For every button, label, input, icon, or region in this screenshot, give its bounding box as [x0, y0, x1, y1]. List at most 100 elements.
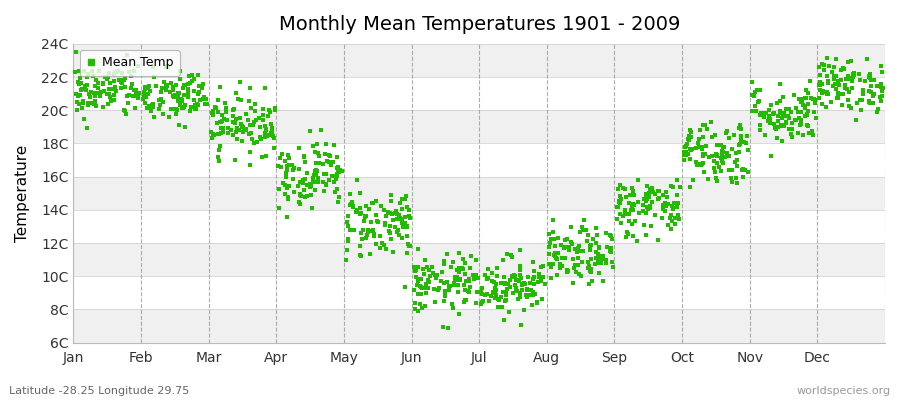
Point	[813, 79, 827, 85]
Point	[393, 214, 408, 221]
Point	[318, 188, 332, 194]
Point	[235, 122, 249, 129]
Point	[419, 285, 434, 292]
Point	[820, 91, 834, 97]
Point	[410, 282, 424, 288]
Point	[408, 268, 422, 274]
Point	[163, 89, 177, 96]
Point	[93, 93, 107, 99]
Point	[585, 278, 599, 284]
Point	[679, 142, 693, 149]
Point	[652, 194, 666, 201]
Point	[714, 168, 728, 174]
Point	[308, 186, 322, 193]
Point	[398, 220, 412, 226]
Point	[185, 78, 200, 84]
Point	[189, 105, 203, 112]
Point	[735, 166, 750, 172]
Point	[411, 278, 426, 284]
Point	[296, 153, 310, 159]
Point	[622, 200, 636, 206]
Point	[640, 196, 654, 202]
Point	[804, 94, 818, 101]
Point	[248, 101, 262, 107]
Point	[626, 202, 641, 208]
Point	[114, 85, 129, 92]
Point	[696, 159, 710, 166]
Point	[293, 191, 308, 197]
Point	[714, 155, 728, 161]
Point	[799, 87, 814, 93]
Point	[526, 259, 541, 266]
Point	[156, 111, 170, 118]
Point	[575, 259, 590, 265]
Point	[558, 243, 572, 250]
Point	[279, 170, 293, 176]
Point	[684, 129, 698, 136]
Point	[809, 115, 824, 122]
Point	[154, 85, 168, 91]
Point	[233, 115, 248, 121]
Point	[331, 167, 346, 173]
Point	[546, 252, 561, 258]
Point	[748, 103, 762, 109]
Point	[798, 105, 813, 111]
Point	[452, 250, 466, 256]
Point	[780, 113, 795, 119]
Point	[187, 88, 202, 94]
Point	[555, 262, 570, 269]
Point	[526, 274, 541, 281]
Point	[176, 97, 190, 103]
Point	[196, 96, 211, 102]
Point	[683, 127, 698, 133]
Point	[330, 198, 345, 205]
Point	[475, 291, 490, 298]
Point	[546, 235, 561, 242]
Point	[657, 207, 671, 214]
Point	[149, 83, 164, 89]
Point	[73, 92, 87, 98]
Point	[497, 274, 511, 280]
Point	[640, 204, 654, 210]
Point	[536, 263, 550, 269]
Point	[446, 282, 461, 288]
Point	[550, 256, 564, 263]
Point	[685, 146, 699, 153]
Point	[166, 84, 180, 90]
Point	[400, 233, 414, 239]
Point	[850, 99, 865, 106]
Point	[619, 229, 634, 235]
Point	[652, 188, 667, 195]
Point	[359, 212, 374, 219]
Point	[414, 284, 428, 291]
Point	[402, 206, 417, 213]
Point	[266, 132, 280, 139]
Point	[370, 218, 384, 224]
Point	[658, 189, 672, 195]
Point	[642, 193, 656, 200]
Point	[613, 199, 627, 206]
Point	[864, 76, 878, 83]
Point	[265, 125, 279, 131]
Point	[542, 230, 556, 237]
Point	[824, 99, 839, 105]
Point	[395, 217, 410, 223]
Point	[138, 100, 152, 106]
Point	[704, 119, 718, 126]
Point	[716, 158, 730, 164]
Point	[69, 107, 84, 114]
Point	[730, 163, 744, 169]
Point	[100, 76, 114, 83]
Point	[502, 284, 517, 290]
Point	[113, 78, 128, 85]
Point	[785, 126, 799, 132]
Point	[436, 258, 451, 264]
Point	[486, 289, 500, 295]
Point	[102, 70, 116, 76]
Point	[204, 110, 219, 116]
Point	[845, 84, 859, 91]
Point	[219, 105, 233, 112]
Point	[751, 99, 765, 106]
Point	[164, 106, 178, 112]
Point	[534, 278, 548, 284]
